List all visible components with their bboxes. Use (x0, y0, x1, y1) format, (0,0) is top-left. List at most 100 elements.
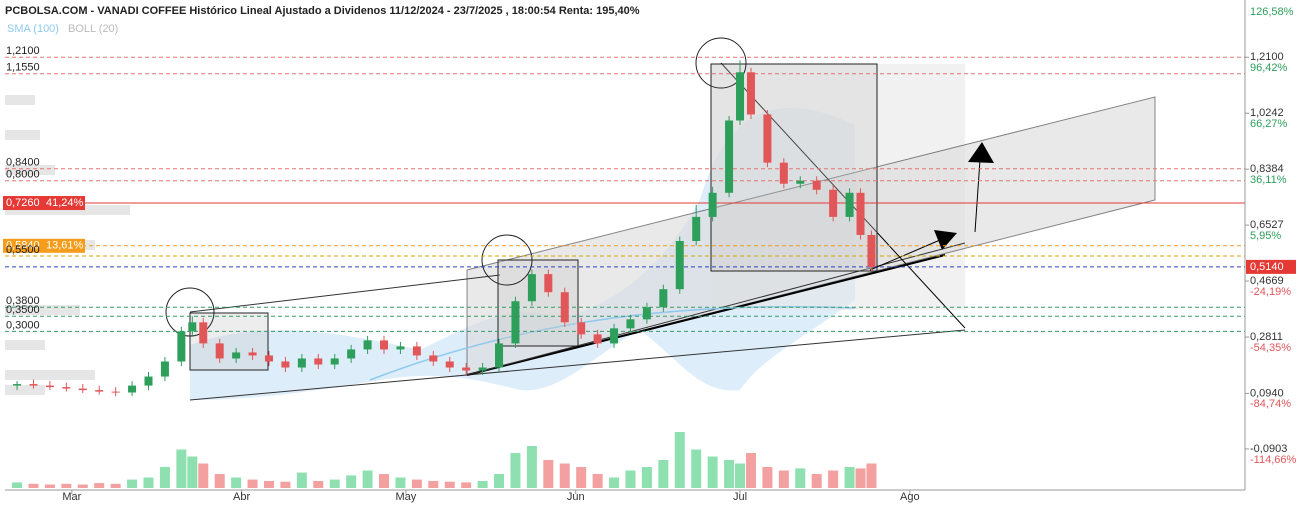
volume-bar (296, 472, 307, 488)
volume-bar (28, 483, 39, 488)
volume-bar (735, 463, 746, 488)
y-tick-label: 1,2100 (1250, 51, 1284, 63)
volume-bar (214, 474, 225, 488)
candle-body (845, 192, 854, 217)
candle-body (363, 340, 372, 350)
candle-body (577, 322, 586, 335)
candle-body (264, 355, 273, 362)
candle-body (347, 349, 356, 359)
candle-body (199, 322, 208, 344)
level-label: 0,5840 (6, 240, 40, 252)
candle-body (495, 343, 504, 368)
level-pct-label: 41,24% (46, 197, 84, 209)
volume-bar (866, 463, 877, 488)
volume-bar (658, 460, 669, 488)
volume-bar (346, 475, 357, 488)
level-label: 0,8400 (6, 157, 40, 169)
candle-body (796, 180, 805, 184)
volume-bar (176, 449, 187, 488)
volume-bar (625, 470, 636, 488)
candle-body (297, 358, 306, 368)
candle-body (429, 355, 438, 362)
level-label: 0,7260 (6, 197, 40, 209)
volume-bar (127, 479, 138, 488)
last-price-box (1246, 259, 1296, 274)
y2-tick-label: -84,74% (1250, 398, 1291, 410)
y-tick-label: 0,6527 (1250, 219, 1284, 231)
indicator-label: BOLL (20) (68, 23, 118, 35)
volume-bar (44, 484, 55, 488)
candle-body (396, 346, 405, 350)
volume-bar (576, 467, 587, 488)
y-tick-label: 0,2811 (1250, 331, 1283, 343)
volume-bar (110, 483, 121, 488)
candle-body (692, 216, 701, 241)
volume-bar (510, 453, 521, 488)
volume-bar (444, 481, 455, 488)
level-label-box (3, 238, 85, 253)
volume-bar (313, 481, 324, 488)
level-label: 0,5500 (6, 244, 40, 256)
y2-tick-label: 96,42% (1250, 62, 1288, 74)
volume-bar (61, 483, 72, 488)
volume-bar (198, 463, 209, 488)
y-tick-label: 0,0940 (1250, 387, 1284, 399)
volume-bar (691, 449, 702, 488)
y2-tick-label: -24,19% (1250, 286, 1291, 298)
candle-body (78, 388, 87, 391)
candle-body (160, 361, 169, 377)
volume-bar (231, 477, 242, 488)
volume-bar (461, 482, 472, 488)
candle-body (725, 120, 734, 193)
volume-bar (543, 460, 554, 488)
x-tick-label: Jul (733, 491, 747, 503)
volume-bar (762, 467, 773, 488)
level-label-box (3, 196, 85, 211)
axes: Mar Abr May Jun Jul Ago 1,2100 1,0242 0,8384 0,65… (62, 6, 1296, 503)
candle-body (812, 180, 821, 190)
y2-tick-label: -54,35% (1250, 342, 1291, 354)
volume-bar (844, 467, 855, 488)
chart-title: PCBOLSA.COM - VANADI COFFEE Histórico Li… (5, 5, 640, 17)
candle-body (62, 387, 71, 389)
y2-tick-label: 126,58% (1250, 6, 1294, 18)
level-label: 0,3800 (6, 295, 40, 307)
level-pct-label: 13,61% (46, 240, 84, 252)
volume-bar (280, 481, 291, 488)
candle-body (560, 292, 569, 323)
candle-body (478, 367, 487, 371)
candle-body (610, 328, 619, 344)
volume-bar (263, 481, 274, 488)
y-tick-label: -0,0903 (1250, 443, 1287, 455)
volume-bar (362, 470, 373, 488)
candle-body (29, 384, 38, 386)
level-label: 0,8000 (6, 169, 40, 181)
volume-bar (707, 456, 718, 488)
volume-bar (811, 474, 822, 488)
x-tick-label: May (396, 491, 417, 503)
volume-bar (411, 479, 422, 488)
volume-bar (187, 456, 198, 488)
candle-body (232, 352, 241, 359)
level-label: 1,1550 (6, 62, 40, 74)
candle-body (314, 358, 323, 365)
candle-body (763, 114, 772, 163)
y-tick-label: 1,0242 (1250, 107, 1284, 119)
volume-bar (674, 432, 685, 488)
candle-body (856, 192, 865, 235)
candle-body (13, 384, 22, 386)
volume-bar (526, 446, 537, 488)
y-tick-label: 0,4669 (1250, 275, 1284, 287)
candle-body (128, 385, 137, 393)
candle-body (511, 301, 520, 344)
candle-body (736, 72, 745, 121)
y2-tick-label: 36,11% (1250, 174, 1287, 186)
candle-body (867, 234, 876, 267)
candle-body (593, 334, 602, 344)
volume-bar (559, 463, 570, 488)
volume-bar (745, 453, 756, 488)
candle-body (330, 358, 339, 365)
candle-body (144, 376, 153, 386)
candle-body (248, 352, 257, 356)
